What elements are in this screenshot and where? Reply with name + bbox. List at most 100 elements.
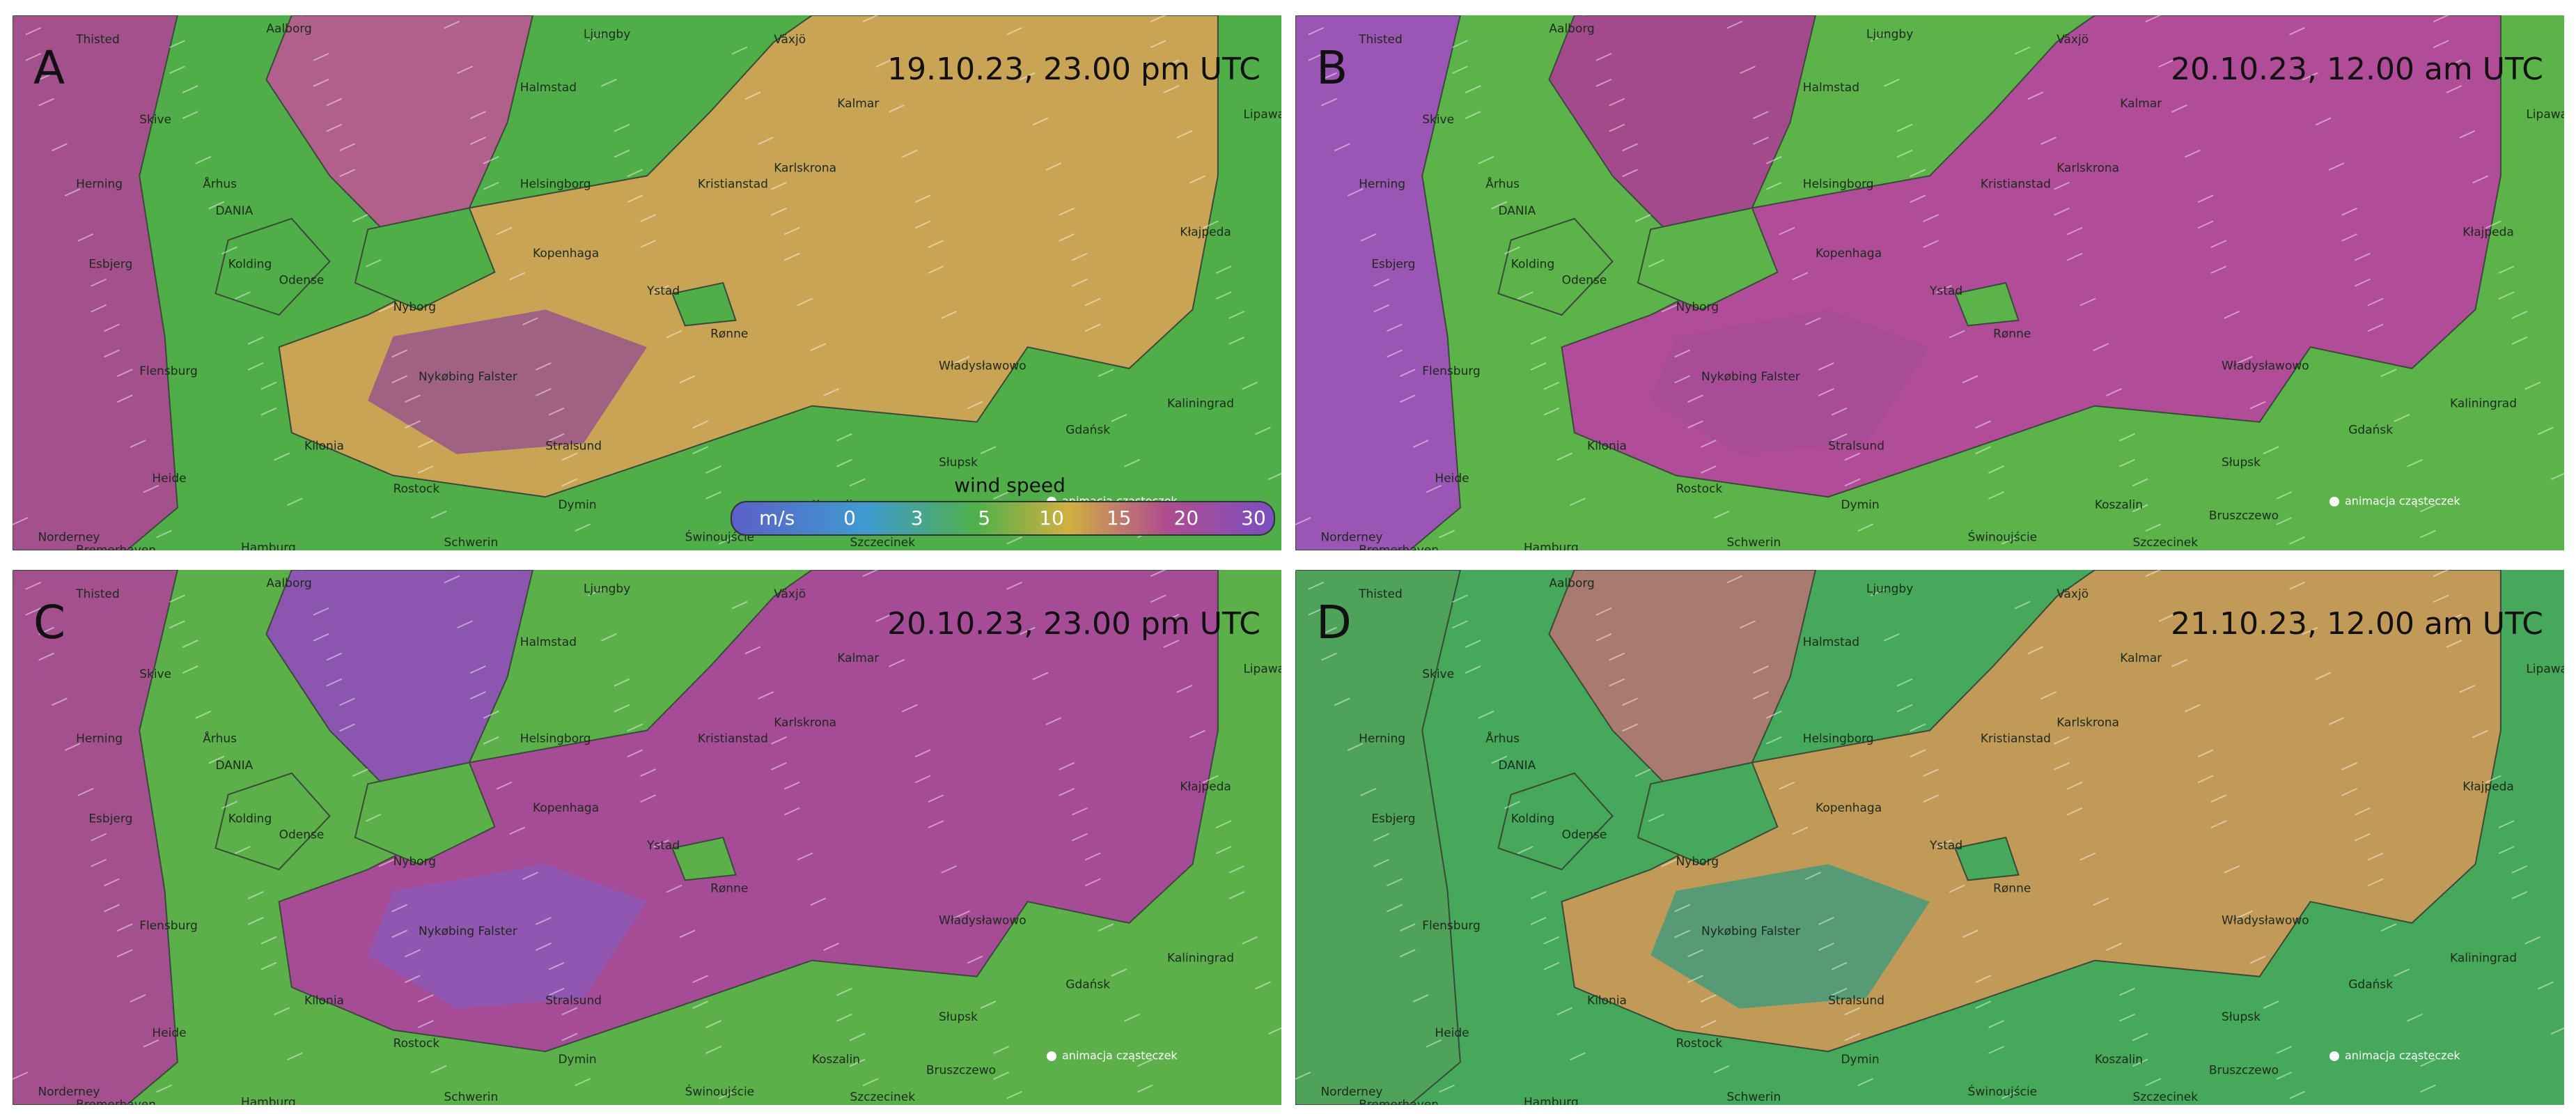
wind-streak xyxy=(1962,929,1978,938)
wind-streak xyxy=(1910,749,1926,758)
place-label: Kopenhaga xyxy=(1816,247,1882,261)
wind-streak xyxy=(522,872,538,881)
wind-streak xyxy=(1295,517,1311,525)
wind-streak xyxy=(38,72,54,81)
place-label: Kłajpeda xyxy=(1180,226,1231,240)
wind-streak xyxy=(575,523,591,532)
wind-streak xyxy=(2355,807,2371,816)
wind-streak xyxy=(2341,787,2358,796)
wind-streak xyxy=(260,961,277,970)
wind-streak xyxy=(1399,949,1416,958)
wind-streak xyxy=(1124,1013,1141,1022)
place-label: Ljungby xyxy=(1866,582,1913,596)
wind-streak xyxy=(1373,833,1390,842)
wind-streak xyxy=(2066,781,2083,790)
wind-streak xyxy=(1765,181,1782,190)
wind-streak xyxy=(2001,536,2017,545)
place-label: Karlskrona xyxy=(774,161,836,175)
north-sea xyxy=(13,15,178,550)
wind-streak xyxy=(1687,949,1703,958)
wind-streak xyxy=(758,691,774,699)
wind-streak xyxy=(2054,207,2070,216)
wind-streak xyxy=(221,246,237,255)
wind-streak xyxy=(1399,394,1416,403)
wind-streak xyxy=(1765,155,1782,164)
wind-streak xyxy=(64,743,81,751)
wind-streak xyxy=(771,207,787,216)
wind-streak xyxy=(1570,1052,1586,1061)
wind-streak xyxy=(1295,1072,1311,1080)
wind-streak xyxy=(1321,652,1337,661)
wind-streak xyxy=(953,355,970,364)
wind-streak xyxy=(104,323,120,332)
wind-streak xyxy=(1072,252,1088,261)
wind-streak xyxy=(313,633,329,642)
wind-streak xyxy=(849,1058,866,1067)
panel-label: A xyxy=(33,41,65,95)
wind-streak xyxy=(2118,433,2135,442)
place-label: Ljungby xyxy=(584,582,630,596)
wind-streak xyxy=(2145,1078,2162,1087)
wind-streak xyxy=(391,904,408,913)
wind-streak xyxy=(758,137,774,145)
wind-streak xyxy=(1412,440,1429,448)
place-label: Świnoujście xyxy=(1968,529,2037,544)
wind-streak xyxy=(1202,775,1219,784)
place-label: Norderney xyxy=(1320,530,1382,544)
wind-streak xyxy=(2249,401,2266,410)
wind-streak xyxy=(116,923,133,932)
place-label: DANIA xyxy=(1499,204,1536,218)
wind-streak xyxy=(836,433,852,442)
wind-streak xyxy=(496,781,513,790)
wind-streak xyxy=(1111,968,1127,977)
wind-streak xyxy=(2433,40,2449,49)
place-label: Gdańsk xyxy=(2348,424,2393,438)
wind-streak xyxy=(25,607,42,616)
wind-streak xyxy=(38,652,54,661)
wind-streak xyxy=(522,317,538,326)
wind-streak xyxy=(705,491,721,500)
wind-streak xyxy=(1451,620,1468,629)
wind-streak xyxy=(1923,794,1939,803)
wind-streak xyxy=(2355,252,2371,261)
place-label: Schwerin xyxy=(1726,1090,1781,1104)
wind-streak xyxy=(182,665,198,674)
wind-streak xyxy=(1923,214,1939,223)
wind-streak xyxy=(1163,640,1180,648)
wind-streak xyxy=(1465,665,1481,674)
wind-streak xyxy=(260,936,277,945)
wind-streak xyxy=(2210,240,2227,249)
wind-streak xyxy=(1150,40,1166,49)
wind-streak xyxy=(208,755,225,764)
wind-streak xyxy=(783,781,800,790)
wind-streak xyxy=(378,304,395,313)
wind-streak xyxy=(2289,581,2305,590)
wind-streak xyxy=(2263,1000,2279,1009)
wind-streak xyxy=(2367,323,2384,332)
place-label: Nyborg xyxy=(1676,300,1719,314)
wind-streak xyxy=(496,226,513,235)
wind-streak xyxy=(2407,1013,2423,1022)
wind-streak xyxy=(928,820,944,829)
legend-tick: 5 xyxy=(978,506,990,529)
wind-streak xyxy=(836,1013,852,1022)
wind-streak xyxy=(575,1078,591,1087)
wind-streak xyxy=(182,111,198,119)
wind-streak xyxy=(1098,923,1114,932)
wind-streak xyxy=(1844,1007,1861,1016)
place-label: Ljungby xyxy=(1866,27,1913,41)
toggle-label: animacja cząsteczek xyxy=(1062,1049,1178,1062)
wind-streak xyxy=(287,497,303,506)
place-label: Esbjerg xyxy=(1371,258,1415,272)
legend-tick: 10 xyxy=(1039,506,1064,529)
place-label: Szczecinek xyxy=(2133,536,2199,550)
wind-streak xyxy=(1543,936,1560,945)
wind-streak xyxy=(116,369,133,378)
place-label: Władysławowo xyxy=(939,359,1027,373)
wind-streak xyxy=(1975,446,1992,455)
wind-streak xyxy=(1949,884,1965,893)
wind-streak xyxy=(2459,130,2476,139)
wind-streak xyxy=(1373,304,1390,313)
wind-streak xyxy=(405,394,421,403)
toggle-label: animacja cząsteczek xyxy=(2345,495,2460,508)
